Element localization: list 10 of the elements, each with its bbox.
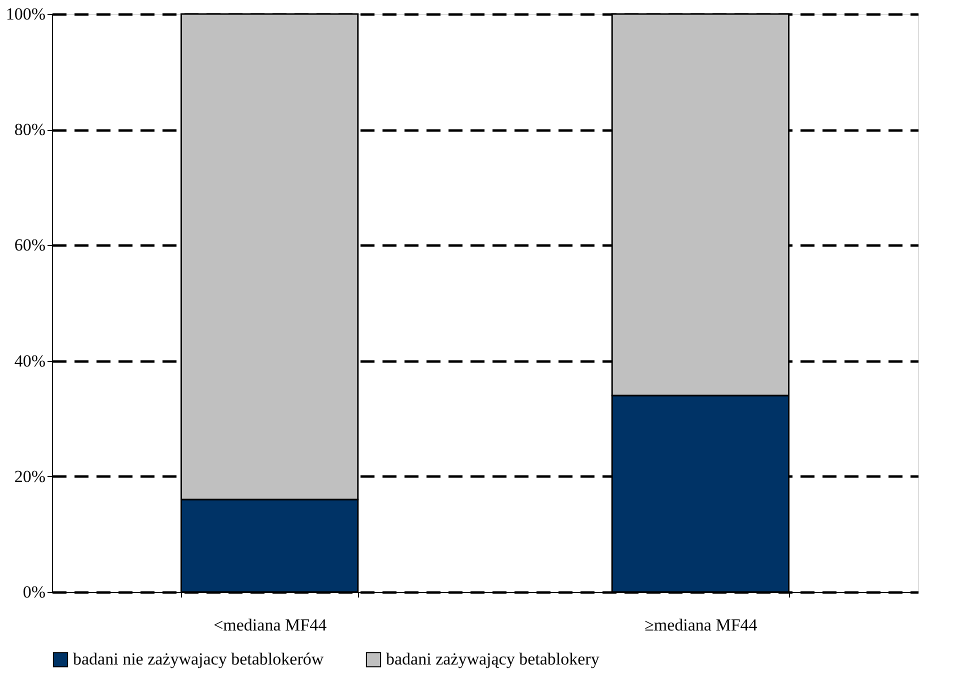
legend-label: badani nie zażywajacy betablokerów — [73, 650, 324, 669]
y-tick-label: 20% — [14, 466, 46, 486]
y-tick-label: 40% — [14, 351, 46, 370]
y-tick-label: 60% — [14, 236, 46, 255]
legend-label: badani zażywający betablokery — [386, 650, 600, 669]
y-tick-label: 100% — [6, 4, 46, 24]
y-tick-label: 80% — [14, 120, 46, 140]
y-tick-label: 0% — [22, 582, 46, 602]
x-tick-label: <mediana MF44 — [214, 616, 328, 634]
x-tick-label: ≥mediana MF44 — [644, 616, 758, 634]
